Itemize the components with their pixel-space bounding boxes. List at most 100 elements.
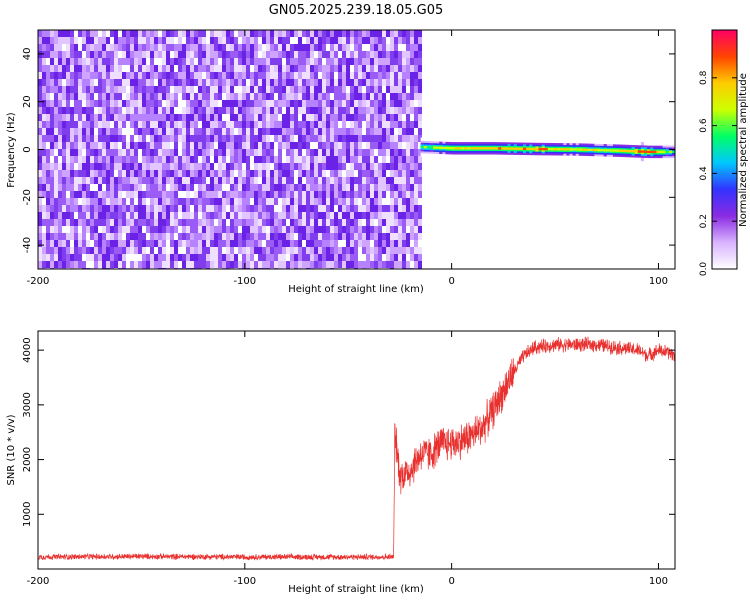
noise-cell bbox=[122, 191, 126, 198]
noise-cell bbox=[206, 58, 210, 65]
noise-cell bbox=[174, 184, 178, 191]
noise-cell bbox=[242, 100, 246, 107]
noise-cell bbox=[418, 247, 422, 254]
noise-cell bbox=[178, 261, 182, 268]
noise-cell bbox=[198, 65, 202, 72]
noise-cell bbox=[50, 205, 54, 212]
noise-cell bbox=[302, 128, 306, 135]
noise-cell bbox=[42, 177, 46, 184]
noise-cell bbox=[194, 156, 198, 163]
noise-cell bbox=[162, 191, 166, 198]
band-cell bbox=[557, 148, 561, 151]
noise-cell bbox=[158, 247, 162, 254]
noise-cell bbox=[102, 240, 106, 247]
noise-cell bbox=[242, 219, 246, 226]
noise-cell bbox=[254, 177, 258, 184]
noise-cell bbox=[362, 156, 366, 163]
noise-cell bbox=[342, 184, 346, 191]
noise-cell bbox=[378, 114, 382, 121]
noise-cell bbox=[378, 198, 382, 205]
noise-cell bbox=[206, 37, 210, 44]
noise-cell bbox=[206, 226, 210, 233]
noise-cell bbox=[86, 254, 90, 261]
noise-cell bbox=[406, 93, 410, 100]
noise-cell bbox=[366, 30, 370, 37]
noise-cell bbox=[330, 247, 334, 254]
noise-cell bbox=[138, 128, 142, 135]
noise-cell bbox=[266, 107, 270, 114]
noise-cell bbox=[50, 86, 54, 93]
noise-cell bbox=[290, 72, 294, 79]
noise-cell bbox=[190, 107, 194, 114]
noise-cell bbox=[38, 37, 42, 44]
noise-cell bbox=[210, 247, 214, 254]
noise-cell bbox=[342, 219, 346, 226]
noise-cell bbox=[322, 233, 326, 240]
noise-cell bbox=[346, 205, 350, 212]
noise-cell bbox=[122, 93, 126, 100]
noise-cell bbox=[206, 114, 210, 121]
noise-cell bbox=[50, 100, 54, 107]
noise-cell bbox=[150, 233, 154, 240]
noise-cell bbox=[174, 170, 178, 177]
noise-cell bbox=[138, 51, 142, 58]
noise-cell bbox=[134, 233, 138, 240]
noise-cell bbox=[358, 219, 362, 226]
band-cell bbox=[569, 148, 573, 151]
noise-cell bbox=[266, 30, 270, 37]
noise-cell bbox=[350, 30, 354, 37]
noise-cell bbox=[194, 212, 198, 219]
noise-cell bbox=[302, 121, 306, 128]
noise-cell bbox=[342, 247, 346, 254]
noise-cell bbox=[358, 170, 362, 177]
noise-cell bbox=[206, 177, 210, 184]
noise-cell bbox=[234, 205, 238, 212]
noise-cell bbox=[418, 72, 422, 79]
noise-cell bbox=[242, 135, 246, 142]
noise-cell bbox=[46, 198, 50, 205]
noise-cell bbox=[110, 121, 114, 128]
noise-cell bbox=[322, 149, 326, 156]
noise-cell bbox=[298, 135, 302, 142]
noise-cell bbox=[286, 58, 290, 65]
noise-cell bbox=[94, 212, 98, 219]
noise-cell bbox=[230, 233, 234, 240]
noise-cell bbox=[170, 30, 174, 37]
noise-cell bbox=[202, 128, 206, 135]
noise-cell bbox=[258, 114, 262, 121]
band-cell bbox=[616, 149, 620, 152]
noise-cell bbox=[50, 37, 54, 44]
noise-cell bbox=[362, 198, 366, 205]
noise-cell bbox=[50, 142, 54, 149]
noise-cell bbox=[286, 247, 290, 254]
noise-cell bbox=[266, 142, 270, 149]
noise-cell bbox=[190, 37, 194, 44]
noise-cell bbox=[138, 142, 142, 149]
noise-cell bbox=[310, 254, 314, 261]
noise-cell bbox=[382, 86, 386, 93]
noise-cell bbox=[250, 212, 254, 219]
noise-cell bbox=[146, 240, 150, 247]
noise-cell bbox=[414, 142, 418, 149]
noise-cell bbox=[246, 135, 250, 142]
noise-cell bbox=[402, 86, 406, 93]
noise-cell bbox=[74, 44, 78, 51]
noise-cell bbox=[162, 100, 166, 107]
noise-cell bbox=[246, 219, 250, 226]
noise-cell bbox=[194, 72, 198, 79]
noise-cell bbox=[302, 156, 306, 163]
band-cell bbox=[550, 148, 555, 151]
noise-cell bbox=[266, 44, 270, 51]
noise-cell bbox=[314, 72, 318, 79]
noise-cell bbox=[330, 156, 334, 163]
noise-cell bbox=[122, 198, 126, 205]
noise-cell bbox=[418, 135, 422, 142]
noise-cell bbox=[318, 107, 322, 114]
noise-cell bbox=[414, 121, 418, 128]
noise-cell bbox=[202, 240, 206, 247]
noise-cell bbox=[222, 37, 226, 44]
noise-cell bbox=[286, 93, 290, 100]
noise-cell bbox=[202, 58, 206, 65]
